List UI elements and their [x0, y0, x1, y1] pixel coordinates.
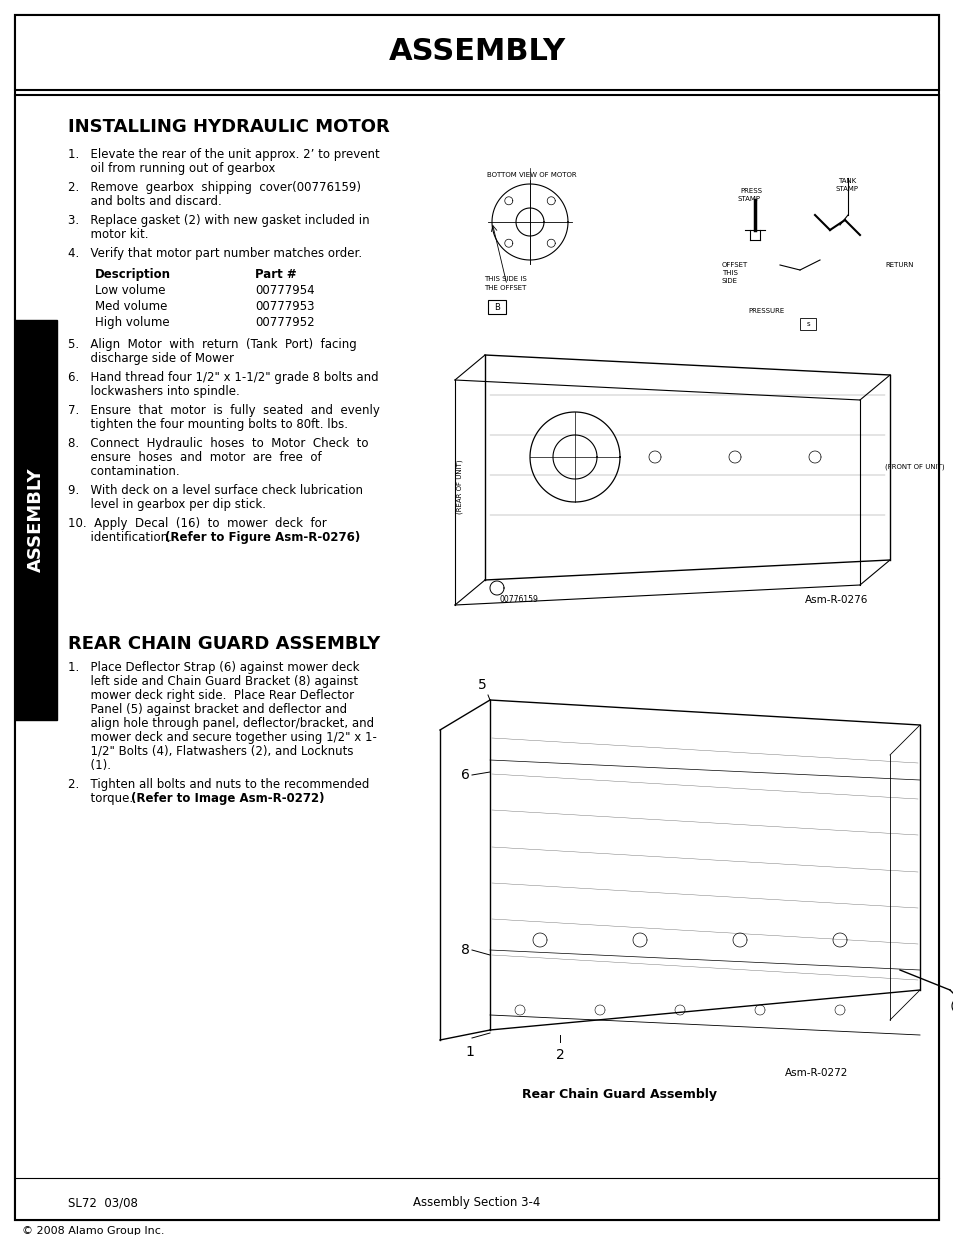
- Text: 00777954: 00777954: [254, 284, 314, 296]
- Text: 1/2" Bolts (4), Flatwashers (2), and Locknuts: 1/2" Bolts (4), Flatwashers (2), and Loc…: [68, 745, 354, 758]
- Text: torque.: torque.: [68, 792, 140, 805]
- Text: SL72  03/08: SL72 03/08: [68, 1195, 138, 1209]
- Text: 9.   With deck on a level surface check lubrication: 9. With deck on a level surface check lu…: [68, 484, 363, 496]
- Bar: [800, 317, 815, 330]
- Text: discharge side of Mower: discharge side of Mower: [68, 352, 233, 366]
- Text: SIDE: SIDE: [721, 278, 738, 284]
- Text: level in gearbox per dip stick.: level in gearbox per dip stick.: [68, 498, 266, 511]
- Text: B: B: [494, 303, 499, 311]
- Text: Panel (5) against bracket and deflector and: Panel (5) against bracket and deflector …: [68, 703, 347, 716]
- Bar: [15, 320, 57, 720]
- Text: s: s: [805, 321, 809, 327]
- Text: 2: 2: [555, 1049, 564, 1062]
- Bar: [15, 15, 938, 90]
- Text: INSTALLING HYDRAULIC MOTOR: INSTALLING HYDRAULIC MOTOR: [68, 119, 390, 136]
- Text: PRESSURE: PRESSURE: [747, 308, 783, 314]
- Text: 00776159: 00776159: [499, 595, 538, 604]
- Text: PRESS: PRESS: [740, 188, 761, 194]
- Text: © 2008 Alamo Group Inc.: © 2008 Alamo Group Inc.: [22, 1226, 164, 1235]
- Text: 1: 1: [465, 1045, 474, 1058]
- Text: and bolts and discard.: and bolts and discard.: [68, 195, 221, 207]
- Text: 2.   Tighten all bolts and nuts to the recommended: 2. Tighten all bolts and nuts to the rec…: [68, 778, 369, 790]
- Text: Rear Chain Guard Assembly: Rear Chain Guard Assembly: [522, 1088, 717, 1100]
- Text: 2.   Remove  gearbox  shipping  cover(00776159): 2. Remove gearbox shipping cover(0077615…: [68, 182, 360, 194]
- Text: Part #: Part #: [254, 268, 296, 282]
- Text: 1.   Place Deflector Strap (6) against mower deck: 1. Place Deflector Strap (6) against mow…: [68, 661, 359, 674]
- Text: Assembly Section 3-4: Assembly Section 3-4: [413, 1195, 540, 1209]
- Text: ensure  hoses  and  motor  are  free  of: ensure hoses and motor are free of: [68, 451, 321, 464]
- Text: 4.   Verify that motor part number matches order.: 4. Verify that motor part number matches…: [68, 247, 362, 261]
- Text: STAMP: STAMP: [835, 186, 858, 191]
- Text: 5: 5: [477, 678, 486, 692]
- Text: (FRONT OF UNIT): (FRONT OF UNIT): [884, 464, 943, 471]
- Text: Med volume: Med volume: [95, 300, 167, 312]
- Text: 8.   Connect  Hydraulic  hoses  to  Motor  Check  to: 8. Connect Hydraulic hoses to Motor Chec…: [68, 437, 368, 450]
- Text: 10.  Apply  Decal  (16)  to  mower  deck  for: 10. Apply Decal (16) to mower deck for: [68, 517, 327, 530]
- Text: TANK: TANK: [837, 178, 856, 184]
- Text: (Refer to Image Asm-R-0272): (Refer to Image Asm-R-0272): [131, 792, 324, 805]
- Text: 00777952: 00777952: [254, 316, 314, 329]
- Text: 6: 6: [460, 768, 470, 782]
- Text: tighten the four mounting bolts to 80ft. lbs.: tighten the four mounting bolts to 80ft.…: [68, 417, 348, 431]
- Text: ASSEMBLY: ASSEMBLY: [388, 37, 565, 67]
- Text: oil from running out of gearbox: oil from running out of gearbox: [68, 162, 275, 175]
- Text: 00777953: 00777953: [254, 300, 314, 312]
- Text: 1.   Elevate the rear of the unit approx. 2’ to prevent: 1. Elevate the rear of the unit approx. …: [68, 148, 379, 161]
- Text: align hole through panel, deflector/bracket, and: align hole through panel, deflector/brac…: [68, 718, 374, 730]
- Text: STAMP: STAMP: [738, 196, 760, 203]
- Text: Asm-R-0276: Asm-R-0276: [804, 595, 867, 605]
- Text: 6.   Hand thread four 1/2" x 1-1/2" grade 8 bolts and: 6. Hand thread four 1/2" x 1-1/2" grade …: [68, 370, 378, 384]
- Text: Description: Description: [95, 268, 171, 282]
- Text: (1).: (1).: [68, 760, 111, 772]
- Text: Asm-R-0272: Asm-R-0272: [784, 1068, 847, 1078]
- Text: Low volume: Low volume: [95, 284, 165, 296]
- Text: mower deck and secure together using 1/2" x 1-: mower deck and secure together using 1/2…: [68, 731, 376, 743]
- Text: THIS: THIS: [721, 270, 737, 275]
- Text: ASSEMBLY: ASSEMBLY: [27, 468, 45, 572]
- Bar: [488, 300, 505, 314]
- Text: THIS SIDE IS: THIS SIDE IS: [483, 275, 526, 282]
- Text: 7.   Ensure  that  motor  is  fully  seated  and  evenly: 7. Ensure that motor is fully seated and…: [68, 404, 379, 417]
- Text: motor kit.: motor kit.: [68, 228, 149, 241]
- Text: (REAR OF UNIT): (REAR OF UNIT): [456, 459, 463, 514]
- Text: contamination.: contamination.: [68, 466, 179, 478]
- Text: 5.   Align  Motor  with  return  (Tank  Port)  facing: 5. Align Motor with return (Tank Port) f…: [68, 338, 356, 351]
- Text: mower deck right side.  Place Rear Deflector: mower deck right side. Place Rear Deflec…: [68, 689, 354, 701]
- Text: 3.   Replace gasket (2) with new gasket included in: 3. Replace gasket (2) with new gasket in…: [68, 214, 369, 227]
- Text: identification.: identification.: [68, 531, 179, 543]
- Text: THE OFFSET: THE OFFSET: [483, 285, 526, 291]
- Text: High volume: High volume: [95, 316, 170, 329]
- Text: REAR CHAIN GUARD ASSEMBLY: REAR CHAIN GUARD ASSEMBLY: [68, 635, 380, 653]
- Text: RETURN: RETURN: [884, 262, 913, 268]
- Text: OFFSET: OFFSET: [721, 262, 747, 268]
- Text: lockwashers into spindle.: lockwashers into spindle.: [68, 385, 239, 398]
- Text: BOTTOM VIEW OF MOTOR: BOTTOM VIEW OF MOTOR: [486, 172, 576, 178]
- Text: left side and Chain Guard Bracket (8) against: left side and Chain Guard Bracket (8) ag…: [68, 676, 357, 688]
- Text: (Refer to Figure Asm-R-0276): (Refer to Figure Asm-R-0276): [165, 531, 359, 543]
- Text: 8: 8: [460, 944, 470, 957]
